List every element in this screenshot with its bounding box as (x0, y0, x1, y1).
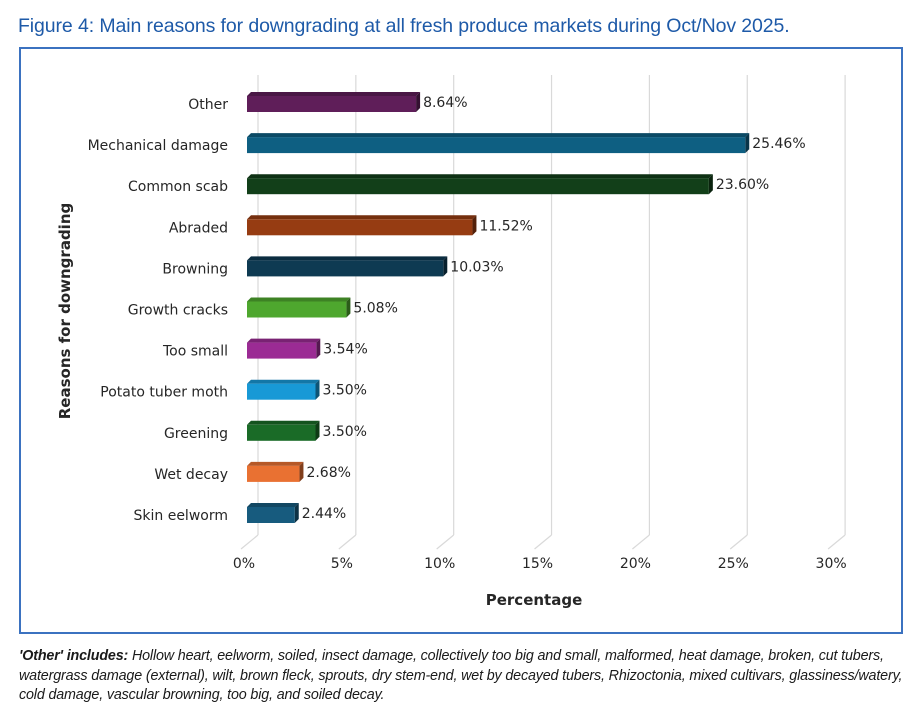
footnote-text: Hollow heart, eelworm, soiled, insect da… (19, 648, 903, 703)
x-tick-label: 5% (331, 556, 353, 572)
data-label: 3.50% (322, 424, 366, 440)
bar-front-face (247, 342, 317, 359)
x-tick-label: 20% (620, 556, 651, 572)
bar-front-face (247, 465, 300, 482)
data-label: 11.52% (479, 218, 532, 234)
bar-front-face (247, 137, 746, 154)
data-label: 3.54% (323, 342, 367, 358)
bar (247, 338, 321, 359)
bar (247, 133, 750, 154)
bar-top-face (247, 297, 351, 302)
gridline-floor (729, 534, 748, 550)
data-label: 5.08% (353, 301, 397, 317)
y-axis-title: Reasons for downgrading (56, 203, 74, 420)
gridline-floor (827, 534, 846, 550)
bar-side-face (346, 297, 351, 318)
bar (247, 215, 477, 236)
gridline-floor (436, 534, 455, 550)
bar (247, 297, 351, 318)
bar-side-face (315, 420, 320, 441)
figure-title: Figure 4: Main reasons for downgrading a… (18, 15, 790, 37)
data-label: 2.44% (302, 506, 346, 522)
footnote: 'Other' includes: Hollow heart, eelworm,… (19, 647, 909, 706)
x-axis-title: Percentage (486, 591, 583, 609)
bar-top-face (247, 420, 320, 425)
gridline-floor (632, 534, 650, 550)
data-label: 8.64% (423, 95, 467, 111)
bar-front-face (247, 178, 709, 195)
bar-front-face (247, 96, 417, 112)
data-label: 3.50% (322, 383, 366, 399)
category-label: Growth cracks (128, 303, 228, 319)
bar-side-face (416, 92, 421, 112)
data-label: 25.46% (752, 136, 805, 152)
bar-top-face (247, 215, 477, 220)
bar-side-face (443, 256, 448, 277)
category-label: Common scab (128, 179, 228, 195)
category-label: Abraded (169, 220, 228, 236)
bar (247, 420, 320, 441)
x-tick-label: 0% (233, 556, 255, 572)
bar-side-face (708, 174, 713, 195)
bar (247, 379, 320, 400)
bar (247, 92, 421, 112)
x-tick-label: 10% (424, 556, 455, 572)
bar-side-face (316, 338, 321, 359)
bars (247, 92, 750, 523)
data-label: 10.03% (450, 259, 503, 275)
data-label: 2.68% (306, 465, 350, 481)
category-label: Wet decay (154, 467, 228, 483)
bar-side-face (315, 379, 320, 400)
bar-top-face (247, 503, 299, 507)
bar-top-face (247, 379, 320, 384)
gridline-floor (240, 534, 259, 550)
gridline-floor (338, 534, 357, 550)
bar-front-face (247, 301, 347, 318)
gridline-floor (534, 534, 552, 550)
x-tick-label: 25% (718, 556, 749, 572)
category-label: Mechanical damage (88, 138, 228, 154)
bar-top-face (247, 174, 713, 179)
bar-front-face (247, 219, 473, 236)
bar-top-face (247, 92, 421, 96)
footnote-lead: 'Other' includes: (19, 648, 129, 664)
bar-side-face (294, 503, 299, 523)
bar-front-face (247, 507, 295, 523)
chart-frame (19, 47, 903, 634)
x-tick-label: 30% (816, 556, 847, 572)
bar (247, 174, 713, 195)
data-labels: 8.64% 25.46% 23.60% 11.52% 10.03% 5.08% 3.54% 3… (302, 95, 806, 522)
bar-front-face (247, 260, 444, 277)
bar-top-face (247, 461, 304, 466)
category-label: Greening (164, 426, 228, 442)
bar-side-face (745, 133, 750, 154)
category-label: Too small (162, 344, 228, 360)
bar (247, 503, 299, 523)
category-label: Potato tuber moth (100, 385, 228, 401)
bar-front-face (247, 383, 316, 400)
bar-top-face (247, 133, 750, 138)
x-tick-label: 15% (522, 556, 553, 572)
x-tick-labels: 0% 5% 10% 15% 20% 25% 30% (233, 556, 847, 572)
category-labels: Other Mechanical damage Common scab Abraded… (88, 97, 229, 524)
bar-top-face (247, 338, 321, 343)
category-label: Skin eelworm (134, 508, 229, 524)
bar-side-face (472, 215, 477, 236)
category-label: Browning (162, 261, 228, 277)
bar-side-face (299, 461, 304, 482)
bar (247, 461, 304, 482)
bar-top-face (247, 256, 448, 261)
bar (247, 256, 448, 277)
data-label: 23.60% (716, 177, 769, 193)
bar-front-face (247, 424, 316, 441)
category-label: Other (188, 97, 228, 113)
